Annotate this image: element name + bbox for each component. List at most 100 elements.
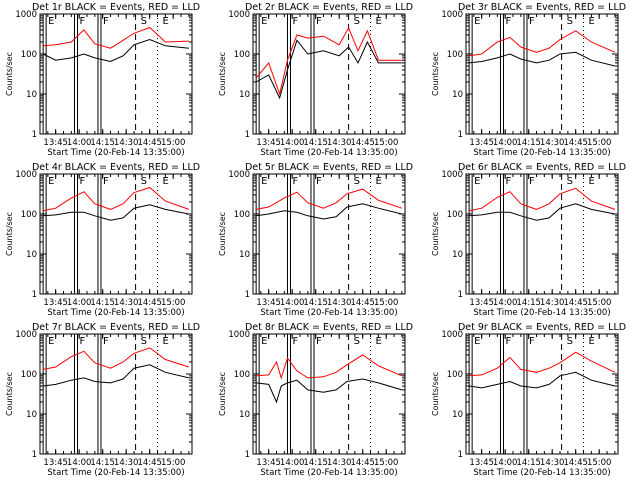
time-marker-label: F xyxy=(505,16,511,27)
time-marker-label: F xyxy=(292,16,298,27)
plot-frame xyxy=(465,333,619,455)
y-tick-label: 10 xyxy=(452,410,463,420)
x-tick-label: 14:45 xyxy=(137,138,162,148)
x-tick-label: 14:30 xyxy=(327,298,352,308)
series-line-lld xyxy=(469,30,616,57)
time-marker-label: F xyxy=(529,336,535,347)
y-tick-label: 1 xyxy=(32,130,37,140)
x-axis-label: Start Time (20-Feb-14 13:35:00) xyxy=(260,308,397,318)
x-axis-label: Start Time (20-Feb-14 13:35:00) xyxy=(473,148,610,158)
detector-panel-1: Det 1r BLACK = Events, RED = LLD 1 10 100 10… xyxy=(5,2,200,158)
x-tick-label: 14:00 xyxy=(280,298,305,308)
y-tick-label: 1000 xyxy=(228,170,250,180)
series-line-events xyxy=(255,39,402,100)
plot-frame xyxy=(39,333,193,455)
y-tick-label: 1 xyxy=(458,130,463,140)
y-tick-label: 1000 xyxy=(15,170,37,180)
time-marker-label: F xyxy=(79,336,85,347)
time-marker-label: F xyxy=(103,176,109,187)
detector-panel-2: Det 2r BLACK = Events, RED = LLD 1 10 100 10… xyxy=(218,2,413,158)
x-tick-label: 13:45 xyxy=(43,298,68,308)
y-tick-label: 1 xyxy=(458,290,463,300)
x-tick-label: 15:00 xyxy=(587,298,612,308)
x-tick-label: 14:15 xyxy=(303,138,328,148)
detector-panel-3: Det 3r BLACK = Events, RED = LLD 1 10 100 10… xyxy=(431,2,626,158)
x-tick-label: 14:45 xyxy=(563,138,588,148)
time-marker-label: F xyxy=(316,16,322,27)
time-marker-label: E xyxy=(589,16,595,27)
series-line-events xyxy=(43,204,189,221)
plot-frame xyxy=(252,13,406,135)
x-tick-label: 14:00 xyxy=(493,138,518,148)
x-tick-label: 14:15 xyxy=(90,298,115,308)
x-tick-label: 14:15 xyxy=(303,298,328,308)
time-marker-label: F xyxy=(103,16,109,27)
y-tick-label: 100 xyxy=(234,210,250,220)
y-tick-label: 1 xyxy=(245,130,250,140)
series-line-lld xyxy=(43,26,189,49)
x-tick-label: 15:00 xyxy=(587,458,612,468)
x-axis-label: Start Time (20-Feb-14 13:35:00) xyxy=(47,148,184,158)
time-marker-label: E xyxy=(48,336,54,347)
x-tick-label: 14:00 xyxy=(67,138,92,148)
series-line-events xyxy=(469,203,615,221)
y-tick-label: 100 xyxy=(21,370,37,380)
y-axis-label: Counts/sec xyxy=(218,212,227,256)
time-marker-label: E xyxy=(261,336,267,347)
time-marker-label: E xyxy=(48,16,54,27)
y-tick-label: 1000 xyxy=(441,10,463,20)
y-tick-label: 1 xyxy=(32,450,37,460)
x-tick-label: 14:30 xyxy=(327,138,352,148)
y-tick-label: 100 xyxy=(21,50,37,60)
y-tick-label: 100 xyxy=(447,370,463,380)
x-tick-label: 13:45 xyxy=(256,458,281,468)
time-marker-label: F xyxy=(79,176,85,187)
series-line-lld xyxy=(256,354,403,380)
panel-title: Det 2r BLACK = Events, RED = LLD xyxy=(245,2,413,13)
x-tick-label: 14:30 xyxy=(540,458,565,468)
y-tick-label: 100 xyxy=(234,370,250,380)
x-tick-label: 14:30 xyxy=(114,458,139,468)
y-tick-label: 1000 xyxy=(15,330,37,340)
series-line-lld xyxy=(256,188,403,210)
series-line-events xyxy=(469,51,616,67)
time-marker-label: F xyxy=(529,176,535,187)
series-line-events xyxy=(256,203,403,220)
detector-panel-6: Det 6r BLACK = Events, RED = LLD 1 10 100 10… xyxy=(431,162,626,318)
y-tick-label: 1000 xyxy=(441,170,463,180)
time-marker-label: F xyxy=(316,336,322,347)
panel-title: Det 3r BLACK = Events, RED = LLD xyxy=(458,2,626,13)
plot-frame xyxy=(465,173,619,295)
y-tick-label: 1000 xyxy=(15,10,37,20)
series-line-lld xyxy=(43,347,190,370)
y-tick-label: 100 xyxy=(234,50,250,60)
panel-title: Det 7r BLACK = Events, RED = LLD xyxy=(32,322,200,333)
y-tick-label: 100 xyxy=(21,210,37,220)
x-tick-label: 14:00 xyxy=(493,298,518,308)
x-tick-label: 14:30 xyxy=(114,138,139,148)
x-tick-label: 14:15 xyxy=(516,138,541,148)
series-line-events xyxy=(43,364,190,387)
time-marker-label: S xyxy=(354,336,360,347)
time-marker-label: E xyxy=(589,176,595,187)
detector-panel-5: Det 5r BLACK = Events, RED = LLD 1 10 100 10… xyxy=(218,162,413,318)
time-marker-label: E xyxy=(163,176,169,187)
y-tick-label: 1 xyxy=(32,290,37,300)
x-tick-label: 13:45 xyxy=(469,298,494,308)
x-axis-label: Start Time (20-Feb-14 13:35:00) xyxy=(260,468,397,478)
series-line-lld xyxy=(42,186,190,212)
time-marker-label: E xyxy=(474,176,480,187)
x-tick-label: 15:00 xyxy=(161,298,186,308)
y-tick-label: 1 xyxy=(245,450,250,460)
time-marker-label: F xyxy=(103,336,109,347)
x-tick-label: 14:30 xyxy=(114,298,139,308)
time-marker-label: E xyxy=(163,336,169,347)
x-axis-label: Start Time (20-Feb-14 13:35:00) xyxy=(47,308,184,318)
x-tick-label: 15:00 xyxy=(374,138,399,148)
y-tick-label: 1 xyxy=(245,290,250,300)
y-axis-label: Counts/sec xyxy=(5,52,14,96)
y-axis-label: Counts/sec xyxy=(218,372,227,416)
x-tick-label: 15:00 xyxy=(587,138,612,148)
x-tick-label: 14:45 xyxy=(350,298,375,308)
x-axis-label: Start Time (20-Feb-14 13:35:00) xyxy=(473,308,610,318)
